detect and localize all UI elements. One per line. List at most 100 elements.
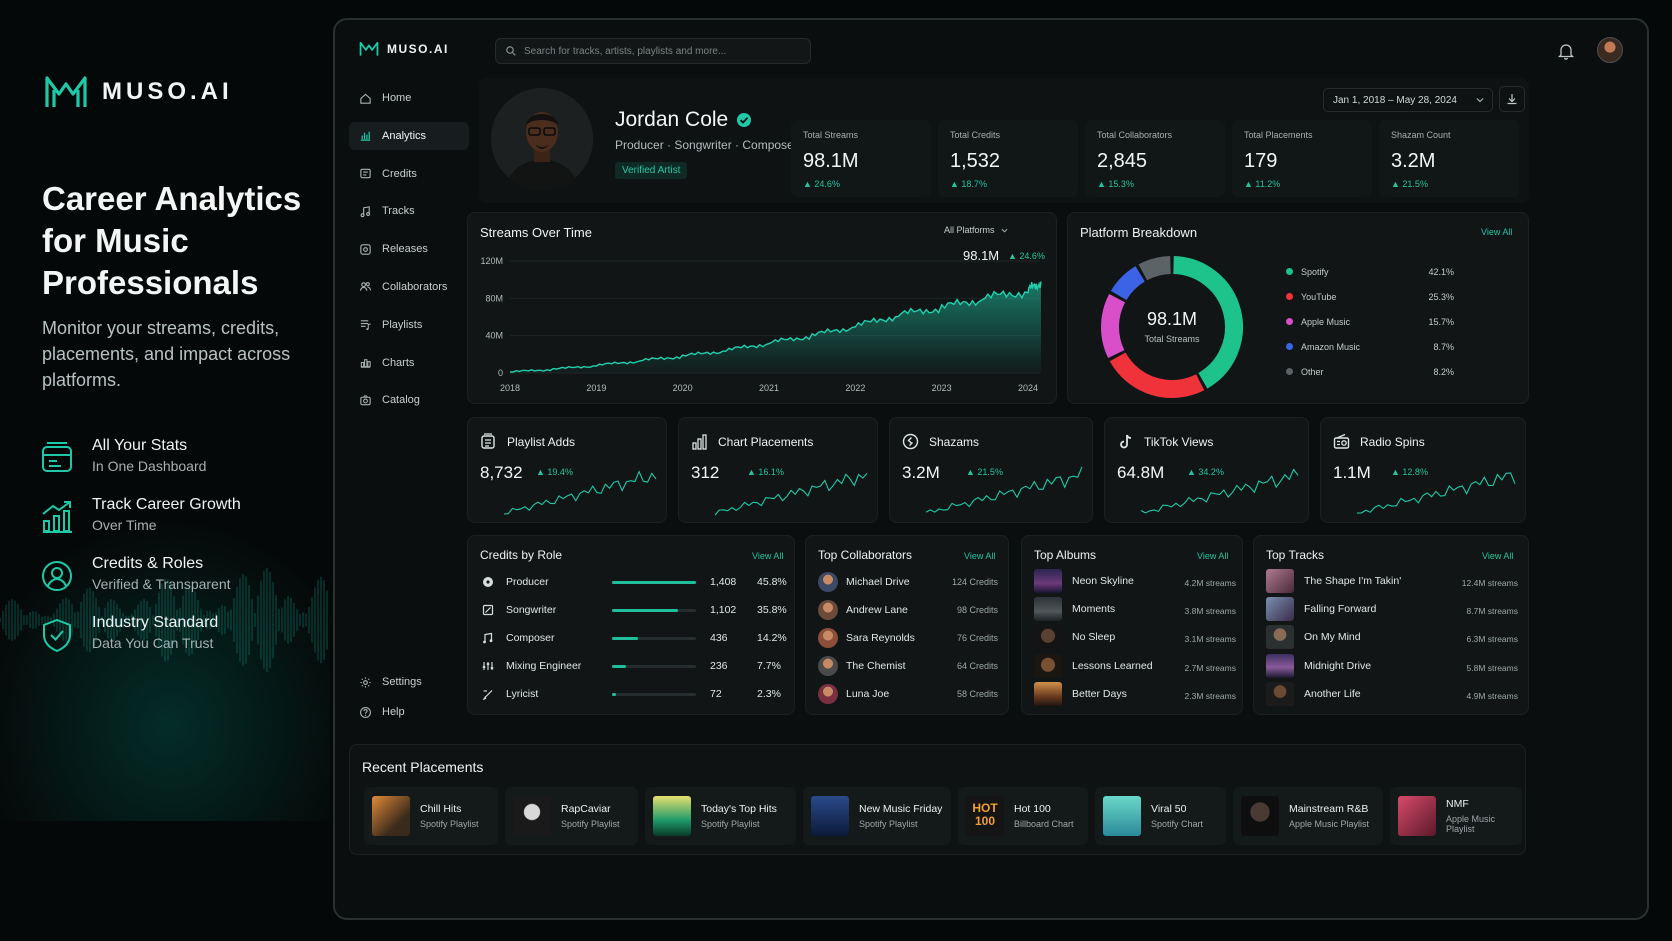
home-icon [360,93,371,104]
release-icon [360,243,371,255]
tracks-view-all-link[interactable]: View All [1482,551,1514,561]
album-cover-image [1034,654,1062,678]
album-row[interactable]: Lessons Learned 2.7M streams [1034,653,1236,679]
stat-card: Total Credits 1,532 ▲ 18.7% [938,120,1078,197]
radio-icon [1333,433,1350,449]
download-button[interactable] [1499,86,1525,112]
collaborator-row[interactable]: Sara Reynolds 76 Credits [818,627,1002,649]
platform-legend: Spotify 42.1% YouTube 25.3% Apple Music 15.7%… [1286,259,1454,384]
stat-change: ▲ 18.7% [950,179,987,189]
sidebar-item-help[interactable]: Help [349,698,469,726]
placement-text: Mainstream R&B Apple Music Playlist [1289,803,1369,829]
placement-type: Billboard Chart [1014,819,1074,829]
user-avatar[interactable] [1597,37,1623,63]
sidebar-item-playlists[interactable]: Playlists [349,311,469,339]
notification-bell-icon[interactable] [1557,42,1575,60]
app-logo[interactable]: MUSO.AI [359,41,449,57]
role-percent: 2.3% [757,688,781,700]
placement-card[interactable]: NMF Apple Music Playlist [1390,787,1522,845]
placement-type: Spotify Playlist [561,819,620,829]
track-row[interactable]: On My Mind 6.3M streams [1266,624,1520,650]
stat-change-value: 15.3% [1108,179,1134,189]
metric-card-playlist-adds[interactable]: Playlist Adds 8,732 ▲ 19.4% [467,417,667,523]
donut-slice-apple-music[interactable] [1101,293,1126,359]
placement-card[interactable]: Viral 50 Spotify Chart [1095,787,1226,845]
collaborator-name: Luna Joe [846,688,890,700]
placement-name: Mainstream R&B [1289,803,1369,815]
sidebar-item-label: Settings [382,676,422,688]
metric-card-shazams[interactable]: Shazams 3.2M ▲ 21.5% [889,417,1093,523]
x-tick-label: 2019 [586,383,606,393]
placement-card[interactable]: New Music Friday Spotify Playlist [803,787,951,845]
search-input[interactable] [524,45,794,57]
metric-change-value: 34.2% [1198,467,1224,477]
sidebar-item-home[interactable]: Home [349,84,469,112]
role-row[interactable]: Composer 436 14.2% [482,630,787,646]
donut-slice-amazon-music[interactable] [1110,266,1146,301]
placement-card[interactable]: HOT 100 Hot 100 Billboard Chart [958,787,1088,845]
collaborator-row[interactable]: Andrew Lane 98 Credits [818,599,1002,621]
collaborator-avatar [818,628,838,648]
album-row[interactable]: No Sleep 3.1M streams [1034,624,1236,650]
credits-view-all-link[interactable]: View All [752,551,784,561]
placement-card[interactable]: Today's Top Hits Spotify Playlist [645,787,796,845]
sparkline-path [925,466,1083,513]
track-row[interactable]: The Shape I'm Takin' 12.4M streams [1266,568,1520,594]
metric-card-tiktok-views[interactable]: TikTok Views 64.8M ▲ 34.2% [1104,417,1309,523]
date-range-selector[interactable]: Jan 1, 2018 – May 28, 2024 [1323,88,1493,112]
platform-filter-dropdown[interactable]: All Platforms [944,225,1008,235]
track-cover-image [1266,625,1294,649]
top-bar: MUSO.AI [335,20,1647,82]
stat-value: 2,845 [1097,150,1148,172]
collaborator-row[interactable]: Luna Joe 58 Credits [818,683,1002,705]
track-row[interactable]: Falling Forward 8.7M streams [1266,596,1520,622]
album-streams: 3.1M streams [1184,634,1237,644]
legend-percent: 8.2% [1433,366,1454,377]
platform-view-all-link[interactable]: View All [1481,227,1513,237]
placement-card[interactable]: RapCaviar Spotify Playlist [505,787,638,845]
album-row[interactable]: Neon Skyline 4.2M streams [1034,568,1236,594]
donut-slice-youtube[interactable] [1109,352,1205,398]
placement-card[interactable]: Mainstream R&B Apple Music Playlist [1233,787,1383,845]
metric-card-chart-placements[interactable]: Chart Placements 312 ▲ 16.1% [678,417,878,523]
sidebar-item-tracks[interactable]: Tracks [349,197,469,225]
album-row[interactable]: Moments 3.8M streams [1034,596,1236,622]
collaborators-view-all-link[interactable]: View All [964,551,996,561]
sidebar-item-releases[interactable]: Releases [349,235,469,263]
sidebar-item-catalog[interactable]: Catalog [349,386,469,414]
sidebar-item-settings[interactable]: Settings [349,668,469,696]
track-row[interactable]: Midnight Drive 5.8M streams [1266,653,1520,679]
track-row[interactable]: Another Life 4.9M streams [1266,681,1520,707]
charts-icon [360,359,371,368]
donut-slice-other[interactable] [1138,256,1172,281]
collaborator-row[interactable]: Michael Drive 124 Credits [818,571,1002,593]
collaborator-row[interactable]: The Chemist 64 Credits [818,655,1002,677]
album-row[interactable]: Better Days 2.3M streams [1034,681,1236,707]
track-streams: 6.3M streams [1466,634,1519,644]
platform-breakdown-panel: Platform Breakdown View All 98.1M Total … [1067,212,1529,404]
placement-name: Today's Top Hits [701,803,777,815]
metric-change: ▲ 19.4% [536,467,573,477]
placement-card[interactable]: Chill Hits Spotify Playlist [364,787,498,845]
artist-photo [491,88,593,190]
role-row[interactable]: Lyricist 72 2.3% [482,686,782,702]
lyricist-icon [482,690,493,700]
albums-view-all-link[interactable]: View All [1197,551,1229,561]
sidebar-item-charts[interactable]: Charts [349,349,469,377]
sidebar-item-credits[interactable]: Credits [349,160,469,188]
role-row[interactable]: Songwriter 1,102 35.8% [482,602,787,618]
sidebar-item-label: Help [382,706,405,718]
placement-type: Spotify Playlist [859,819,918,829]
stat-card: Total Collaborators 2,845 ▲ 15.3% [1085,120,1225,197]
role-share-fill [612,693,617,696]
donut-slice-spotify[interactable] [1173,256,1243,389]
sidebar-item-collaborators[interactable]: Collaborators [349,273,469,301]
sparkline [1356,472,1516,514]
placement-name: Chill Hits [420,803,462,815]
sidebar-item-analytics[interactable]: Analytics [349,121,469,150]
album-cover-image [1034,569,1062,593]
stat-value: 3.2M [1391,150,1436,172]
metric-card-radio-spins[interactable]: Radio Spins 1.1M ▲ 12.8% [1320,417,1526,523]
role-row[interactable]: Mixing Engineer 236 7.7% [482,658,782,674]
role-row[interactable]: Producer 1,408 45.8% [482,574,787,590]
